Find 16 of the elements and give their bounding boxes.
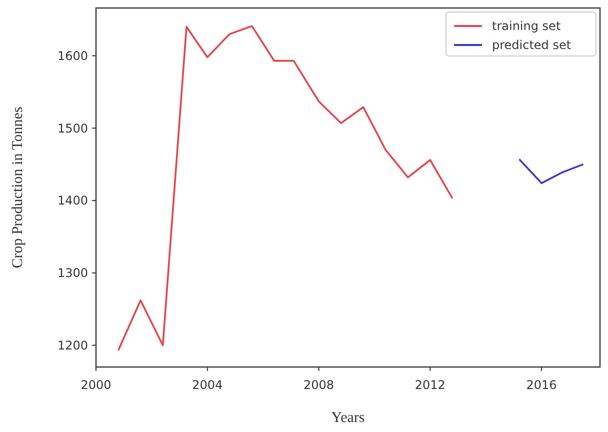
legend-label: predicted set xyxy=(492,38,572,52)
x-tick-label: 2012 xyxy=(414,378,446,392)
x-tick-label: 2004 xyxy=(192,378,223,392)
x-tick-label: 2008 xyxy=(303,378,334,392)
line-series xyxy=(518,158,584,184)
x-axis-title: Years xyxy=(331,410,365,426)
y-tick-label: 1500 xyxy=(57,121,88,136)
line-series xyxy=(117,25,454,352)
x-tick-label: 2000 xyxy=(80,378,112,392)
x-tick-label: 2016 xyxy=(526,378,557,392)
y-tick-label: 1400 xyxy=(57,194,88,208)
y-axis-title: Crop Production in Tonnes xyxy=(10,106,26,268)
legend-label: training set xyxy=(492,19,561,34)
y-tick-label: 1300 xyxy=(57,266,88,280)
y-tick-label: 1600 xyxy=(57,48,88,63)
y-tick-label: 1200 xyxy=(57,338,88,352)
